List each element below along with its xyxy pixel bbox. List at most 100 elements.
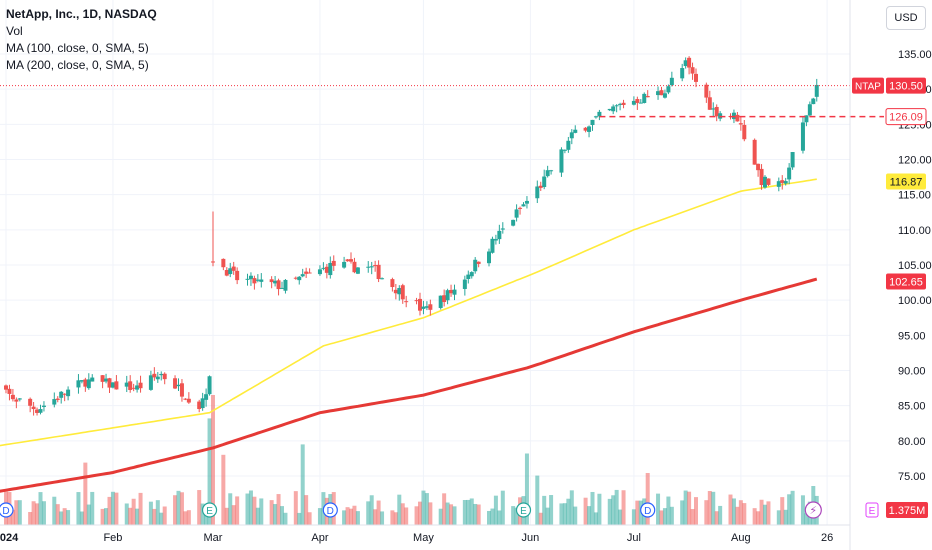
volume-badge: 1.375M	[889, 505, 926, 517]
volume-bar	[10, 509, 15, 525]
volume-bar	[511, 506, 516, 525]
volume-bar	[562, 503, 567, 525]
candle-body	[787, 167, 792, 180]
legend-volume[interactable]: Vol	[6, 24, 23, 38]
volume-bar	[76, 492, 81, 525]
volume-bar	[369, 495, 374, 525]
candle-body	[535, 186, 540, 199]
volume-bar	[538, 512, 543, 525]
volume-bar	[55, 504, 60, 525]
volume-bar	[376, 500, 381, 525]
candle-body	[366, 266, 371, 268]
candle-body	[469, 272, 474, 277]
candle-body	[518, 207, 523, 209]
candle-body	[138, 382, 143, 389]
candle-body	[59, 391, 64, 398]
candle-body	[538, 185, 543, 188]
candle-body	[452, 289, 457, 295]
candle-body	[66, 389, 71, 397]
candle-body	[400, 285, 405, 300]
volume-bar	[759, 499, 764, 525]
ma200-price-badge-bg	[886, 273, 926, 290]
volume-bar	[466, 499, 471, 525]
volume-bar	[714, 511, 719, 525]
candle-body	[373, 265, 378, 267]
ma200-line	[0, 277, 818, 493]
volume-bar	[297, 512, 302, 525]
volume-bars	[4, 395, 819, 525]
x-tick-label: Apr	[311, 532, 328, 544]
volume-bar	[59, 511, 64, 525]
y-tick-label: 115.00	[898, 190, 931, 202]
candle-body	[235, 270, 240, 281]
dividend-marker-label: D	[327, 506, 334, 517]
earnings-axis-marker	[865, 502, 879, 518]
volume-bar	[645, 473, 650, 525]
volume-bar	[345, 507, 350, 525]
candle-body	[573, 129, 578, 133]
earnings-marker	[515, 502, 532, 518]
volume-bar	[380, 511, 385, 525]
currency-button[interactable]: USD	[886, 6, 926, 30]
candle-body	[614, 105, 619, 107]
y-tick-label: 110.00	[898, 225, 931, 237]
candle-body	[304, 271, 309, 274]
candle-body	[331, 260, 336, 266]
ma200-price-badge: 102.65	[889, 277, 923, 289]
moving-averages	[0, 178, 818, 493]
candle-body	[321, 267, 326, 269]
candle-body	[55, 398, 60, 400]
y-tick-label: 100.00	[898, 295, 932, 307]
volume-bar	[155, 500, 160, 525]
volume-bar	[787, 494, 792, 525]
candle-body	[780, 180, 785, 183]
candle-body	[814, 84, 819, 97]
candle-body	[28, 398, 33, 406]
volume-bar	[176, 490, 181, 525]
volume-bar	[207, 418, 212, 525]
x-tick-label: 26	[821, 532, 833, 544]
candle-body	[587, 126, 592, 132]
volume-bar	[224, 507, 229, 525]
volume-bar	[487, 510, 491, 525]
level-price-badge-border	[885, 108, 927, 126]
candle-body	[642, 93, 647, 103]
candle-body	[511, 219, 516, 226]
candle-body	[224, 270, 229, 276]
dividend-marker-label: D	[2, 506, 9, 517]
volume-bar	[573, 506, 578, 525]
candle-body	[17, 398, 22, 400]
volume-bar	[669, 506, 674, 525]
volume-bar	[662, 508, 667, 525]
candle-body	[90, 377, 95, 382]
volume-bar	[114, 492, 119, 525]
volume-bar	[248, 490, 253, 525]
dividend-marker-label: D	[644, 506, 651, 517]
volume-bar	[342, 510, 347, 525]
candle-body	[307, 272, 312, 274]
volume-bar	[211, 395, 215, 525]
candle-body	[255, 279, 260, 281]
volume-bar	[135, 508, 140, 525]
candle-body	[273, 280, 278, 284]
candle-body	[656, 91, 661, 96]
candle-body	[107, 378, 112, 388]
volume-bar	[418, 501, 422, 525]
candle-body	[763, 176, 767, 188]
volume-bar	[476, 504, 481, 525]
volume-bar	[514, 507, 519, 525]
candle-body	[635, 99, 640, 103]
candle-body	[173, 378, 178, 389]
volume-bar	[317, 508, 322, 525]
candle-body	[738, 123, 743, 125]
volume-bar	[549, 495, 554, 525]
volume-bar	[469, 498, 474, 525]
candle-body	[776, 181, 781, 187]
candle-body	[276, 280, 281, 290]
candle-body	[324, 266, 329, 273]
volume-bar	[424, 493, 429, 525]
candle-body	[631, 100, 636, 105]
y-tick-label: 120.00	[898, 155, 932, 167]
